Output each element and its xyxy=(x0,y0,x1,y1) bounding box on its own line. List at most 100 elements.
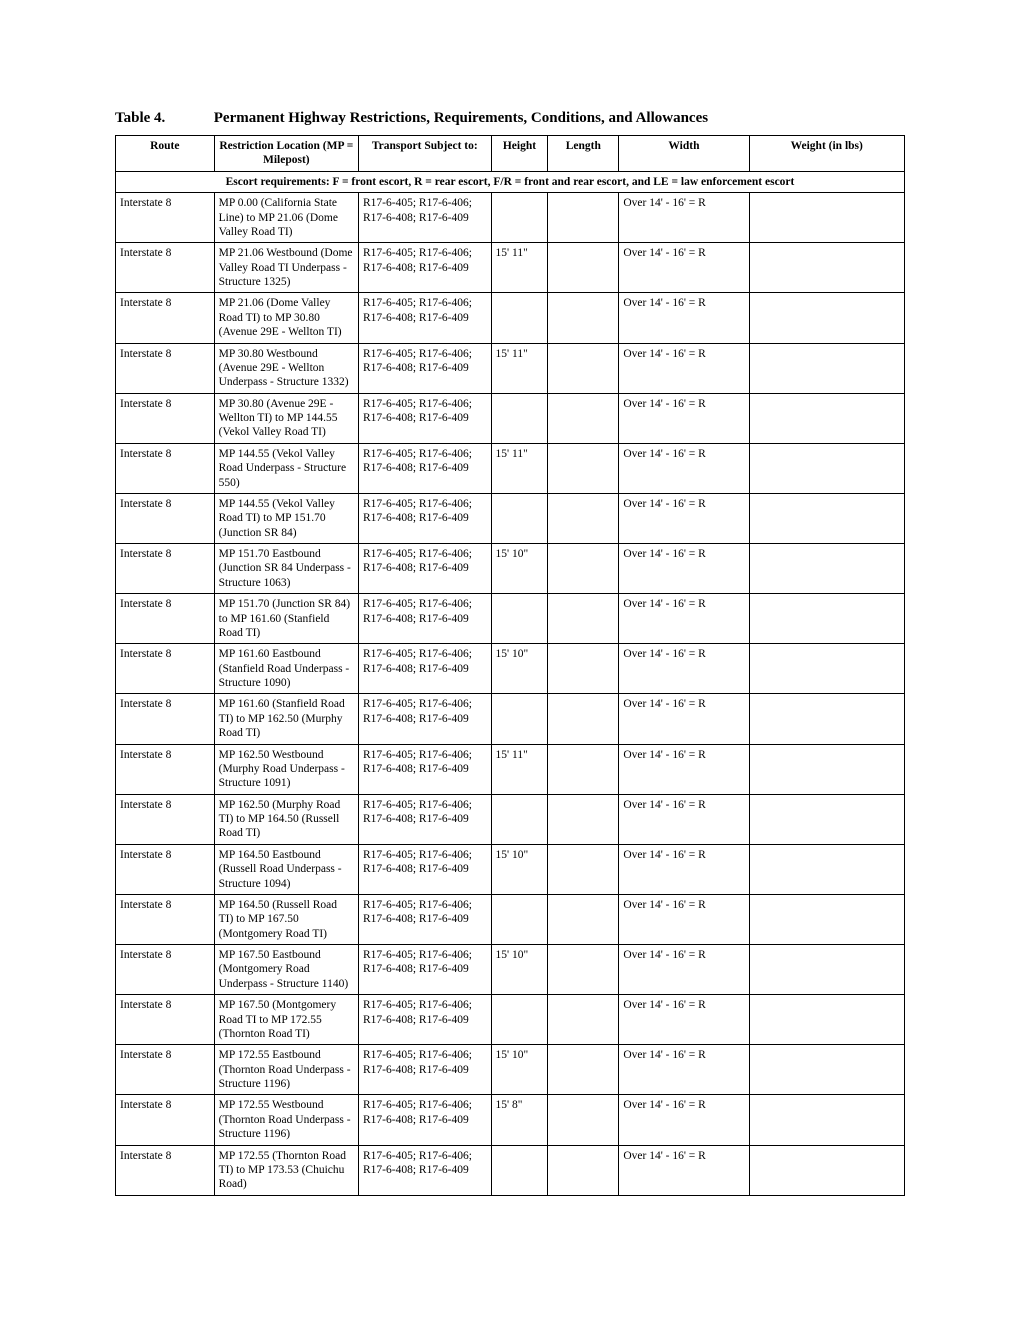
header-height: Height xyxy=(491,136,548,172)
cell-location: MP 164.50 (Russell Road TI) to MP 167.50… xyxy=(214,894,358,944)
table-row: Interstate 8MP 151.70 Eastbound (Junctio… xyxy=(116,544,905,594)
cell-weight xyxy=(749,443,904,493)
cell-width: Over 14' - 16' = R xyxy=(619,995,749,1045)
cell-height xyxy=(491,493,548,543)
cell-route: Interstate 8 xyxy=(116,443,215,493)
cell-weight xyxy=(749,995,904,1045)
cell-width: Over 14' - 16' = R xyxy=(619,894,749,944)
cell-route: Interstate 8 xyxy=(116,1045,215,1095)
cell-route: Interstate 8 xyxy=(116,343,215,393)
cell-route: Interstate 8 xyxy=(116,393,215,443)
cell-width: Over 14' - 16' = R xyxy=(619,794,749,844)
cell-length xyxy=(548,945,619,995)
cell-location: MP 30.80 (Avenue 29E - Wellton TI) to MP… xyxy=(214,393,358,443)
cell-length xyxy=(548,193,619,243)
cell-weight xyxy=(749,343,904,393)
cell-transport: R17-6-405; R17-6-406; R17-6-408; R17-6-4… xyxy=(359,894,492,944)
cell-route: Interstate 8 xyxy=(116,1145,215,1195)
header-weight: Weight (in lbs) xyxy=(749,136,904,172)
page-container: Table 4. Permanent Highway Restrictions,… xyxy=(0,0,1020,1246)
cell-location: MP 167.50 Eastbound (Montgomery Road Und… xyxy=(214,945,358,995)
cell-location: MP 144.55 (Vekol Valley Road Underpass -… xyxy=(214,443,358,493)
cell-width: Over 14' - 16' = R xyxy=(619,493,749,543)
cell-width: Over 14' - 16' = R xyxy=(619,193,749,243)
title-text: Permanent Highway Restrictions, Requirem… xyxy=(214,110,708,126)
cell-width: Over 14' - 16' = R xyxy=(619,844,749,894)
cell-height: 15' 10" xyxy=(491,544,548,594)
cell-route: Interstate 8 xyxy=(116,243,215,293)
cell-height: 15' 11" xyxy=(491,443,548,493)
header-transport: Transport Subject to: xyxy=(359,136,492,172)
cell-length xyxy=(548,995,619,1045)
title-label: Table 4. xyxy=(115,110,210,127)
cell-height xyxy=(491,995,548,1045)
table-row: Interstate 8MP 151.70 (Junction SR 84) t… xyxy=(116,594,905,644)
cell-location: MP 151.70 Eastbound (Junction SR 84 Unde… xyxy=(214,544,358,594)
cell-width: Over 14' - 16' = R xyxy=(619,243,749,293)
cell-width: Over 14' - 16' = R xyxy=(619,644,749,694)
cell-transport: R17-6-405; R17-6-406; R17-6-408; R17-6-4… xyxy=(359,343,492,393)
cell-location: MP 162.50 Westbound (Murphy Road Underpa… xyxy=(214,744,358,794)
cell-route: Interstate 8 xyxy=(116,594,215,644)
cell-length xyxy=(548,493,619,543)
cell-weight xyxy=(749,844,904,894)
cell-width: Over 14' - 16' = R xyxy=(619,293,749,343)
cell-length xyxy=(548,694,619,744)
cell-length xyxy=(548,1095,619,1145)
cell-location: MP 162.50 (Murphy Road TI) to MP 164.50 … xyxy=(214,794,358,844)
cell-weight xyxy=(749,644,904,694)
cell-weight xyxy=(749,1095,904,1145)
cell-weight xyxy=(749,193,904,243)
header-route: Route xyxy=(116,136,215,172)
cell-weight xyxy=(749,243,904,293)
cell-transport: R17-6-405; R17-6-406; R17-6-408; R17-6-4… xyxy=(359,1145,492,1195)
cell-height xyxy=(491,1145,548,1195)
cell-width: Over 14' - 16' = R xyxy=(619,443,749,493)
table-row: Interstate 8MP 172.55 (Thornton Road TI)… xyxy=(116,1145,905,1195)
cell-width: Over 14' - 16' = R xyxy=(619,393,749,443)
cell-weight xyxy=(749,293,904,343)
table-row: Interstate 8MP 167.50 Eastbound (Montgom… xyxy=(116,945,905,995)
cell-transport: R17-6-405; R17-6-406; R17-6-408; R17-6-4… xyxy=(359,293,492,343)
cell-transport: R17-6-405; R17-6-406; R17-6-408; R17-6-4… xyxy=(359,844,492,894)
cell-transport: R17-6-405; R17-6-406; R17-6-408; R17-6-4… xyxy=(359,443,492,493)
cell-height: 15' 11" xyxy=(491,243,548,293)
table-row: Interstate 8MP 0.00 (California State Li… xyxy=(116,193,905,243)
cell-transport: R17-6-405; R17-6-406; R17-6-408; R17-6-4… xyxy=(359,243,492,293)
cell-width: Over 14' - 16' = R xyxy=(619,544,749,594)
cell-height xyxy=(491,594,548,644)
cell-weight xyxy=(749,493,904,543)
cell-weight xyxy=(749,694,904,744)
cell-weight xyxy=(749,744,904,794)
cell-location: MP 0.00 (California State Line) to MP 21… xyxy=(214,193,358,243)
cell-length xyxy=(548,594,619,644)
table-row: Interstate 8MP 172.55 Eastbound (Thornto… xyxy=(116,1045,905,1095)
cell-height: 15' 10" xyxy=(491,1045,548,1095)
cell-route: Interstate 8 xyxy=(116,945,215,995)
cell-location: MP 172.55 (Thornton Road TI) to MP 173.5… xyxy=(214,1145,358,1195)
cell-weight xyxy=(749,894,904,944)
table-row: Interstate 8MP 167.50 (Montgomery Road T… xyxy=(116,995,905,1045)
cell-length xyxy=(548,794,619,844)
cell-height: 15' 10" xyxy=(491,644,548,694)
cell-height xyxy=(491,193,548,243)
cell-route: Interstate 8 xyxy=(116,794,215,844)
cell-width: Over 14' - 16' = R xyxy=(619,744,749,794)
table-row: Interstate 8MP 161.60 Eastbound (Stanfie… xyxy=(116,644,905,694)
cell-location: MP 21.06 (Dome Valley Road TI) to MP 30.… xyxy=(214,293,358,343)
header-width: Width xyxy=(619,136,749,172)
header-row: Route Restriction Location (MP = Milepos… xyxy=(116,136,905,172)
cell-route: Interstate 8 xyxy=(116,1095,215,1145)
cell-transport: R17-6-405; R17-6-406; R17-6-408; R17-6-4… xyxy=(359,644,492,694)
cell-width: Over 14' - 16' = R xyxy=(619,694,749,744)
cell-location: MP 161.60 (Stanfield Road TI) to MP 162.… xyxy=(214,694,358,744)
cell-transport: R17-6-405; R17-6-406; R17-6-408; R17-6-4… xyxy=(359,794,492,844)
cell-route: Interstate 8 xyxy=(116,744,215,794)
table-row: Interstate 8MP 162.50 (Murphy Road TI) t… xyxy=(116,794,905,844)
cell-location: MP 151.70 (Junction SR 84) to MP 161.60 … xyxy=(214,594,358,644)
cell-location: MP 30.80 Westbound (Avenue 29E - Wellton… xyxy=(214,343,358,393)
cell-height xyxy=(491,393,548,443)
cell-transport: R17-6-405; R17-6-406; R17-6-408; R17-6-4… xyxy=(359,1095,492,1145)
cell-height: 15' 11" xyxy=(491,744,548,794)
cell-width: Over 14' - 16' = R xyxy=(619,343,749,393)
